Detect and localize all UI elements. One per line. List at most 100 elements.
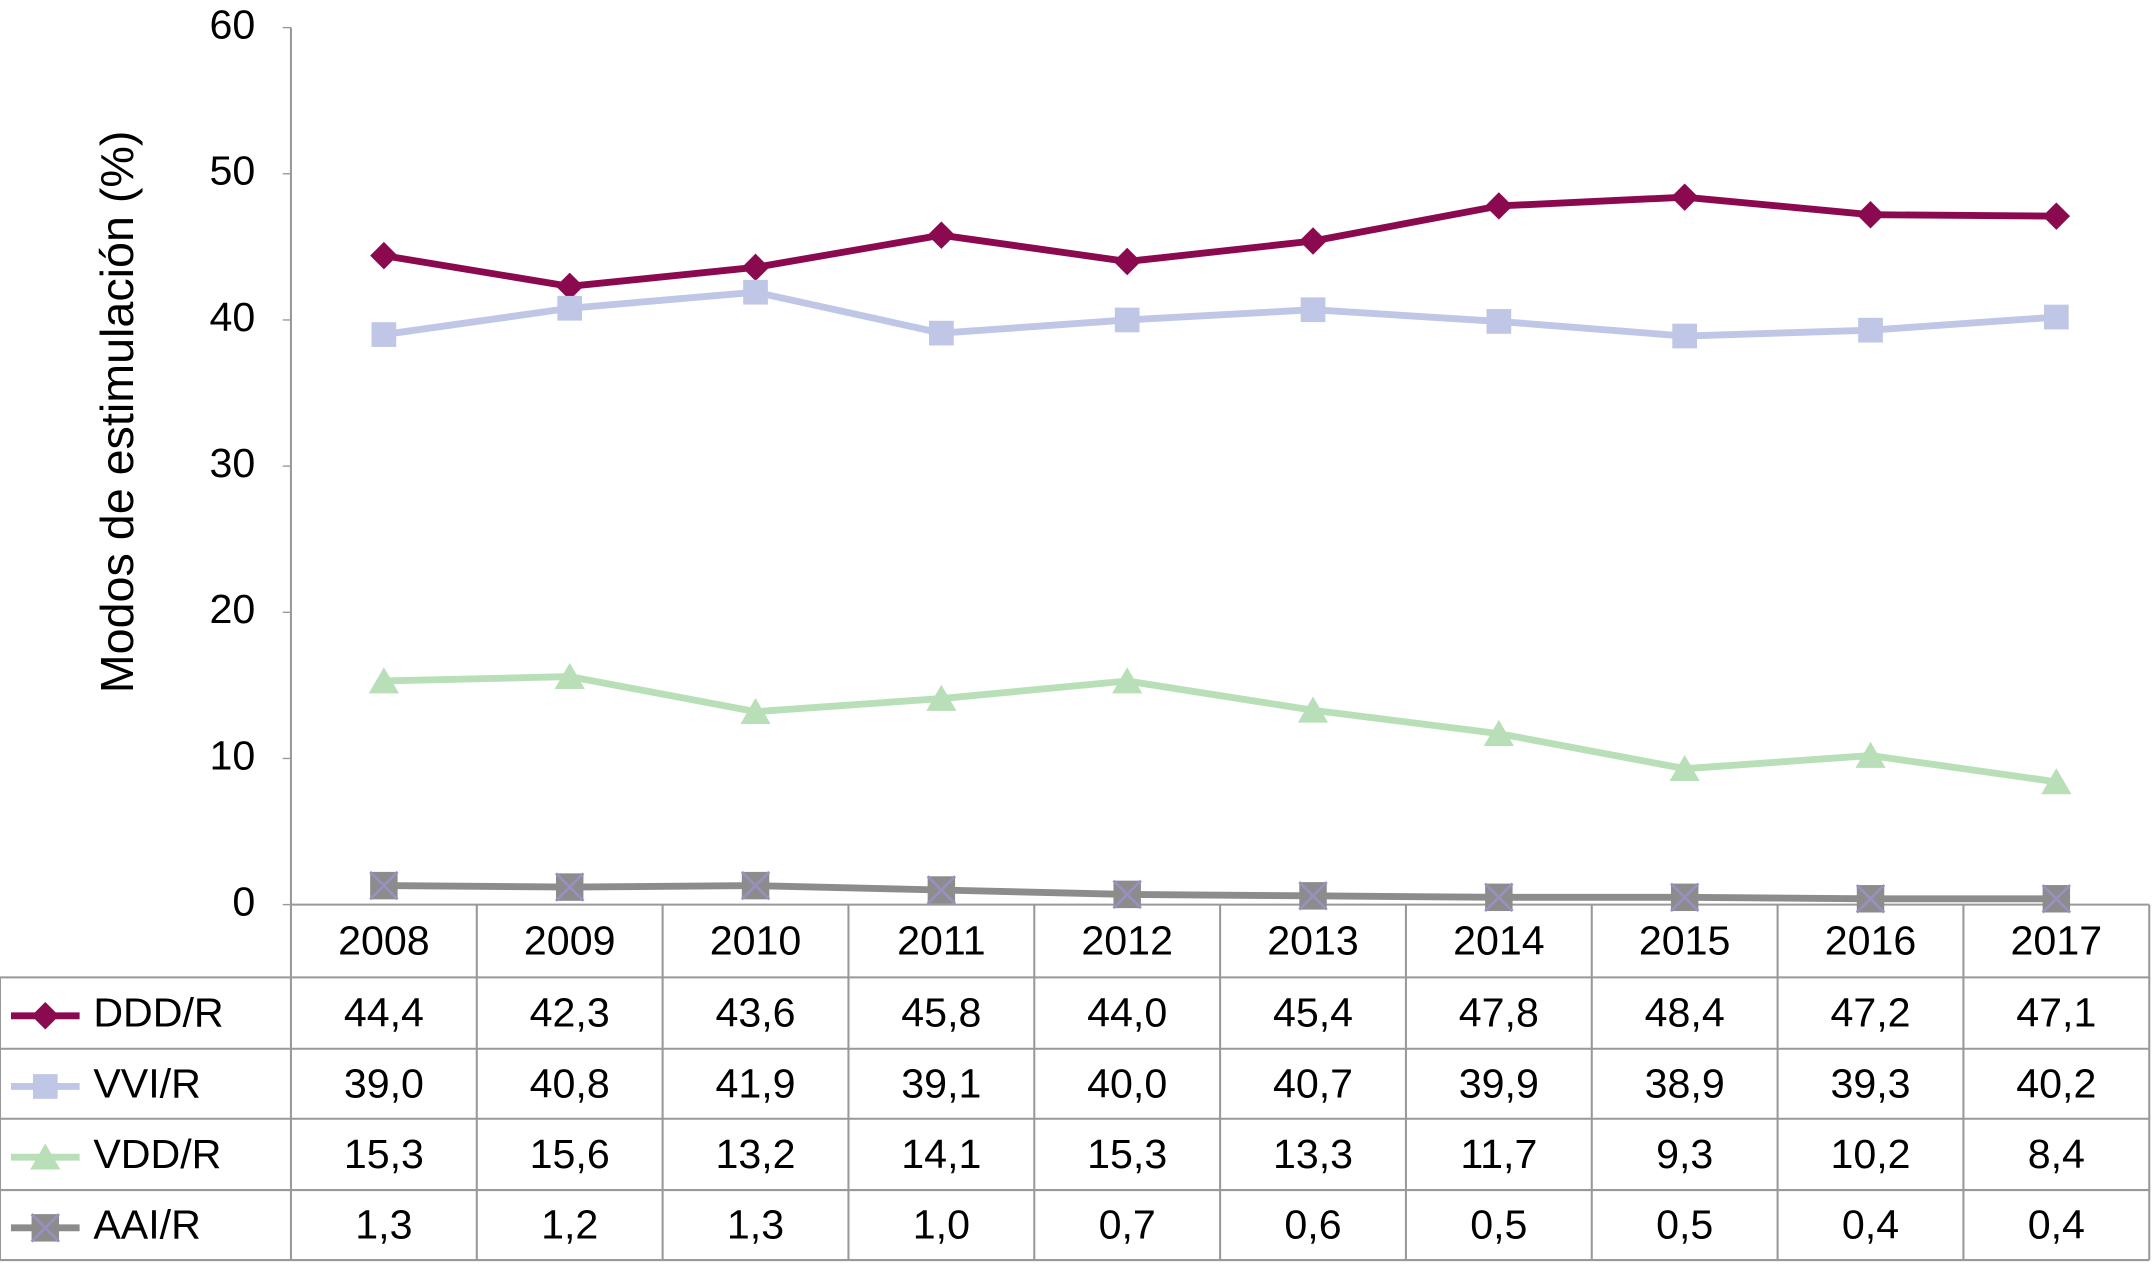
data-point	[1300, 297, 1326, 323]
x-tick-label: 2009	[524, 918, 616, 964]
data-point	[371, 322, 397, 347]
table-value: 15,3	[1087, 1131, 1167, 1177]
table-value: 40,0	[1087, 1060, 1167, 1106]
x-tick-label: 2010	[710, 918, 802, 964]
series-line	[383, 288, 2057, 340]
table-value: 42,3	[530, 990, 610, 1036]
x-tick-label: 2017	[2011, 918, 2103, 964]
legend-marker	[31, 1002, 60, 1030]
legend-label: DDD/R	[93, 990, 223, 1036]
x-tick-label: 2016	[1825, 918, 1917, 964]
legend-marker	[30, 1213, 60, 1243]
table-value: 0,5	[1656, 1202, 1713, 1248]
y-axis-title: Modos de estimulación (%)	[91, 131, 143, 694]
data-point	[926, 684, 957, 711]
data-point	[743, 279, 768, 305]
table-value: 0,4	[2028, 1202, 2085, 1248]
table-value: 1,3	[727, 1202, 784, 1248]
table-value: 1,2	[541, 1202, 598, 1248]
data-point	[368, 667, 399, 694]
data-point	[1670, 183, 1699, 211]
data-point	[741, 253, 770, 282]
table-value: 0,4	[1842, 1202, 1899, 1248]
data-point	[1855, 741, 1886, 768]
table-value: 10,2	[1830, 1131, 1910, 1177]
table-value: 39,3	[1830, 1060, 1910, 1106]
data-point	[2043, 304, 2069, 330]
data-point	[926, 875, 957, 905]
table-value: 1,3	[355, 1202, 412, 1248]
x-tick-label: 2008	[338, 918, 430, 964]
data-point	[1484, 882, 1514, 913]
data-point	[1114, 307, 1140, 333]
y-tick-label: 20	[209, 586, 255, 632]
data-point	[554, 662, 585, 689]
data-point	[1483, 719, 1514, 746]
data-point	[927, 221, 956, 249]
data-point	[369, 870, 399, 901]
table-value: 43,6	[715, 990, 795, 1036]
table-value: 14,1	[901, 1131, 981, 1177]
data-point	[555, 272, 584, 301]
series-line	[383, 673, 2057, 786]
data-point	[2042, 202, 2071, 230]
y-tick-label: 10	[209, 732, 255, 778]
y-tick-label: 50	[209, 148, 255, 194]
table-value: 39,9	[1459, 1060, 1539, 1106]
table-value: 40,8	[530, 1060, 610, 1106]
data-point	[1112, 879, 1142, 910]
data-point	[740, 870, 771, 901]
data-point	[1485, 192, 1513, 220]
table-value: 48,4	[1645, 990, 1725, 1036]
data-point	[1856, 200, 1885, 229]
data-point	[2041, 768, 2072, 795]
y-tick-label: 40	[209, 294, 255, 340]
table-value: 47,8	[1459, 990, 1539, 1036]
data-point	[740, 697, 771, 725]
legend-marker	[32, 1074, 58, 1099]
table-value: 9,3	[1656, 1131, 1713, 1177]
table-value: 0,7	[1099, 1202, 1156, 1248]
table-value: 11,7	[1460, 1131, 1537, 1177]
x-tick-label: 2013	[1267, 918, 1359, 964]
table-value: 44,4	[344, 990, 424, 1036]
y-tick-label: 0	[232, 878, 255, 924]
data-point	[1486, 309, 1512, 334]
data-point	[1669, 754, 1700, 782]
series-line	[383, 882, 2057, 903]
table-value: 0,6	[1284, 1202, 1341, 1248]
table-value: 41,9	[715, 1060, 795, 1106]
table-value: 39,1	[901, 1060, 981, 1106]
data-point	[1299, 227, 1327, 255]
table-value: 44,0	[1087, 990, 1167, 1036]
legend-marker	[30, 1143, 61, 1170]
data-point	[929, 320, 954, 346]
table-value: 47,2	[1830, 990, 1910, 1036]
data-point	[1855, 884, 1886, 914]
table-value: 40,7	[1273, 1060, 1353, 1106]
data-point	[370, 241, 398, 270]
data-point	[1113, 247, 1141, 276]
table-value: 1,0	[913, 1202, 970, 1248]
table-value: 8,4	[2028, 1131, 2085, 1177]
table-value: 45,4	[1273, 990, 1353, 1036]
data-point	[1297, 696, 1329, 723]
y-tick-label: 60	[209, 1, 255, 47]
x-tick-label: 2014	[1453, 918, 1545, 964]
series-line	[383, 193, 2057, 290]
table-value: 38,9	[1645, 1060, 1725, 1106]
data-point	[1669, 882, 1700, 913]
x-tick-label: 2011	[897, 918, 986, 964]
legend-label: VDD/R	[93, 1131, 221, 1177]
table-value: 15,3	[344, 1131, 424, 1177]
x-tick-label: 2015	[1639, 918, 1731, 964]
data-point	[1112, 667, 1143, 694]
table-value: 13,2	[715, 1131, 795, 1177]
data-point	[557, 295, 583, 321]
y-tick-label: 30	[209, 440, 255, 486]
table-value: 15,6	[530, 1131, 610, 1177]
data-point	[1672, 323, 1698, 349]
data-point	[1858, 317, 1883, 343]
